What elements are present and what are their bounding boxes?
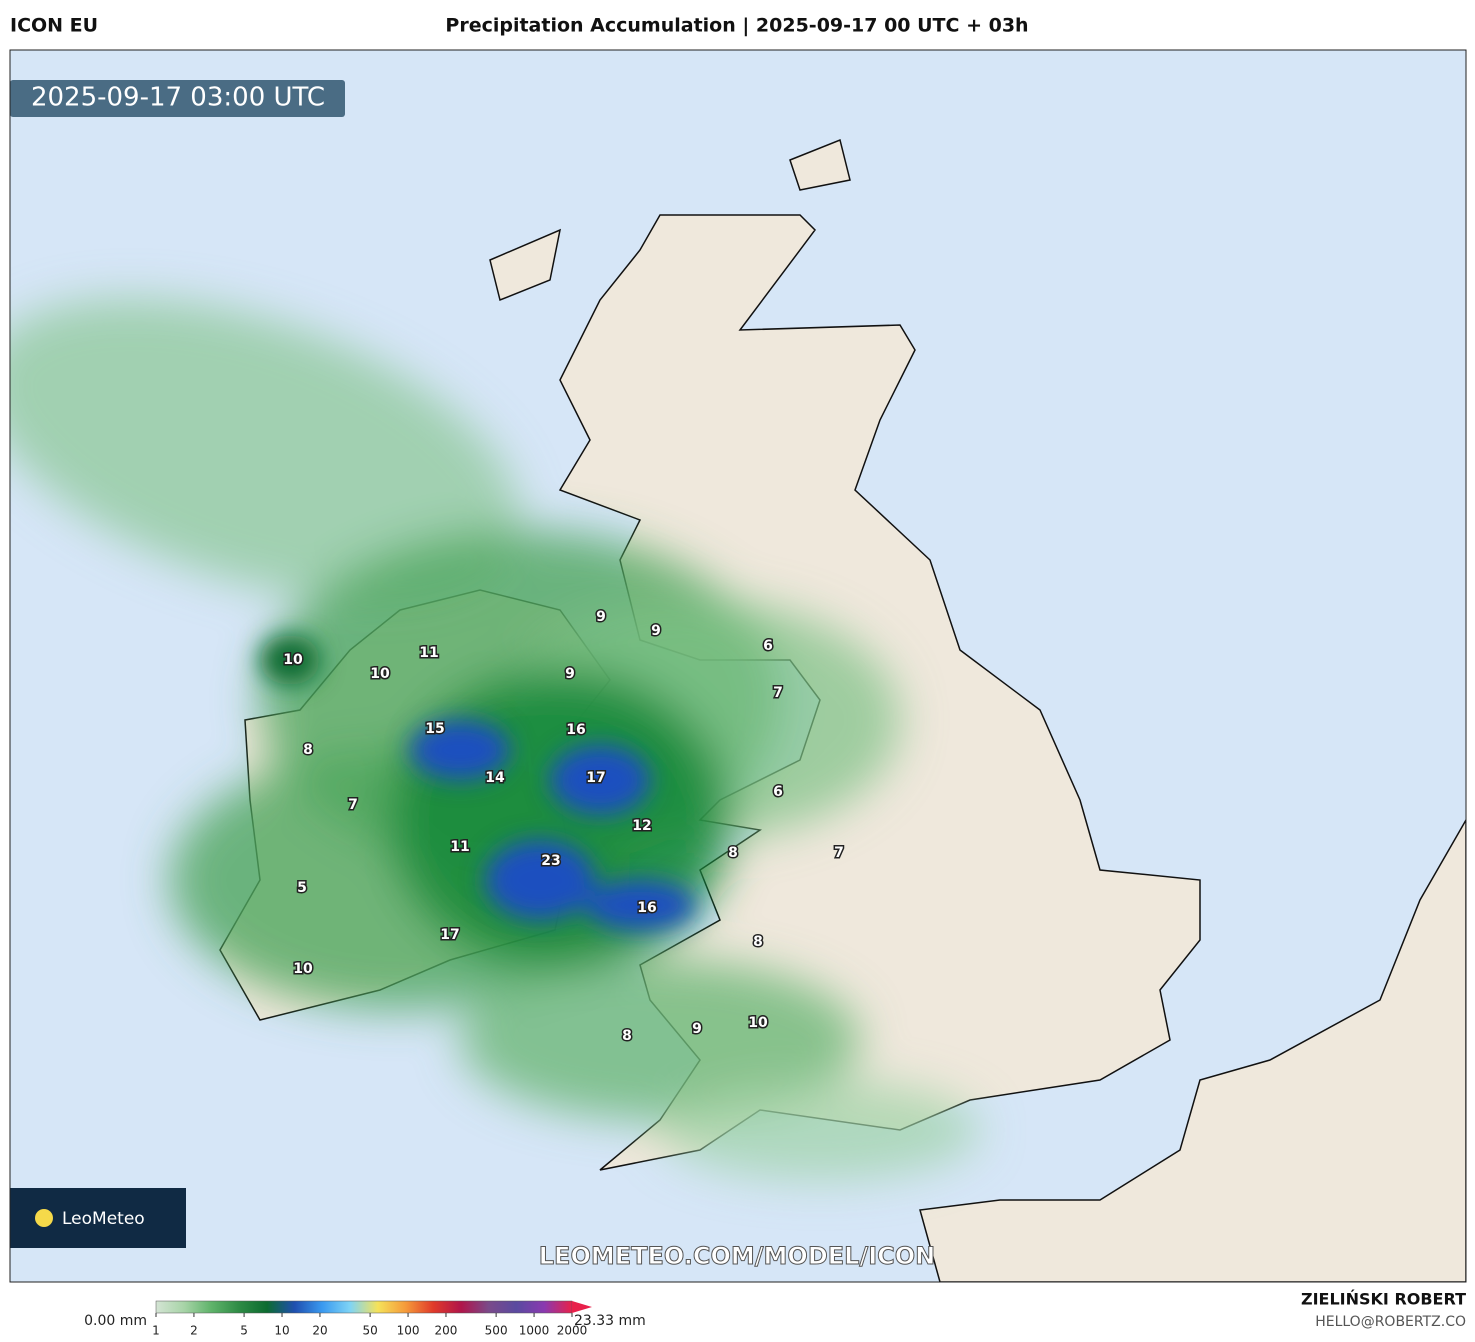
colorbar: [155, 1300, 573, 1314]
value-label: 9: [651, 623, 661, 639]
value-label: 10: [370, 666, 390, 682]
value-label: 10: [293, 961, 313, 977]
value-label: 8: [728, 845, 738, 861]
cbar-arrow: [572, 1301, 592, 1313]
value-label: 10: [283, 652, 303, 668]
value-label: 10: [748, 1015, 768, 1031]
value-label: 17: [586, 770, 605, 786]
value-label: 15: [425, 721, 444, 737]
cbar-max: 23.33 mm: [574, 1313, 646, 1329]
value-label: 9: [565, 666, 575, 682]
cbar-tick-label: 5: [240, 1324, 248, 1338]
value-label: 6: [763, 638, 773, 654]
value-label: 9: [692, 1021, 702, 1037]
cbar-tick-label: 50: [362, 1324, 377, 1338]
value-label: 8: [622, 1028, 632, 1044]
cbar-tick-label: 2: [190, 1324, 198, 1338]
value-label: 8: [303, 742, 313, 758]
cbar-tick-label: 2000: [557, 1324, 588, 1338]
value-label: 17: [440, 927, 459, 943]
value-label: 11: [419, 645, 438, 661]
precip-core: [260, 635, 695, 930]
value-label: 7: [773, 685, 783, 701]
valid-time: 2025-09-17 03:00 UTC: [31, 83, 325, 113]
map-title: Precipitation Accumulation | 2025-09-17 …: [445, 15, 1028, 37]
cbar-tick-label: 20: [312, 1324, 327, 1338]
value-label: 8: [753, 934, 763, 950]
map: 10 10 11 9 9 6 9 7 8 15 16 17 14 7 6 12 11 8 7 23 5 16 17 8 10 8 9…: [10, 50, 1466, 1282]
cbar-tick-label: 1: [152, 1324, 160, 1338]
value-label: 14: [485, 770, 505, 786]
map-frame: [9, 49, 1467, 1283]
value-label: 12: [632, 818, 651, 834]
value-label: 16: [566, 722, 585, 738]
time-badge: [10, 80, 345, 117]
value-label: 7: [834, 845, 844, 861]
value-label: 5: [297, 880, 307, 896]
cbar-tick-label: 200: [435, 1324, 458, 1338]
cbar-tick-label: 500: [485, 1324, 508, 1338]
model-name: ICON EU: [10, 15, 98, 37]
value-label: 23: [541, 853, 560, 869]
cbar-tick-label: 10: [274, 1324, 289, 1338]
author: ZIELIŃSKI ROBERT: [1301, 1290, 1466, 1309]
watermark: LEOMETEO.COM/MODEL/ICON: [539, 1242, 935, 1270]
value-label: 7: [348, 797, 358, 813]
value-label: 9: [596, 609, 606, 625]
logo-text: LeoMeteo: [62, 1209, 145, 1229]
email: HELLO@ROBERTZ.CO: [1315, 1314, 1466, 1330]
cbar-tick-label: 100: [397, 1324, 420, 1338]
value-label: 11: [450, 839, 469, 855]
value-label: 16: [637, 900, 656, 916]
cbar-tick-label: 1000: [519, 1324, 550, 1338]
logo-sun: [35, 1209, 53, 1227]
cbar-min: 0.00 mm: [84, 1313, 147, 1329]
value-label: 6: [773, 784, 783, 800]
